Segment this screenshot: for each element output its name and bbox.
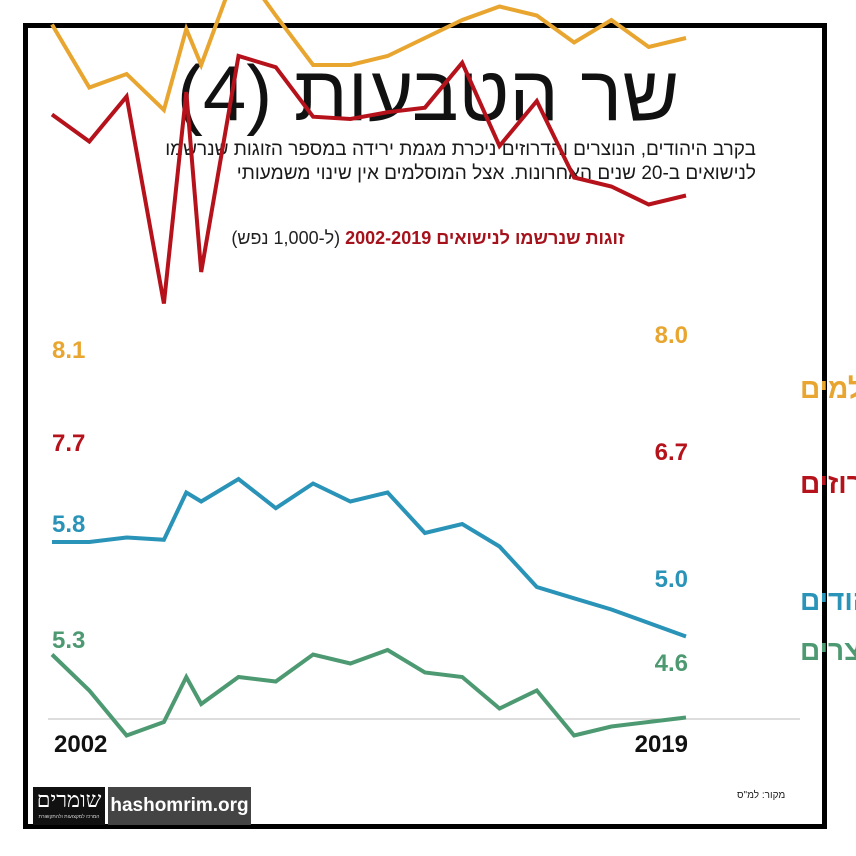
source-note: מקור: למ"ס (737, 790, 786, 801)
series-name-muslims: מוסלמים (800, 373, 856, 404)
shomrim-logo: שומרים המרכז למקצועות ולהתקשורת (33, 787, 105, 825)
series-line-druze (50, 53, 687, 304)
subtitle-line-1: בקרב היהודים, הנוצרים והדרוזים ניכרת מגמ… (165, 139, 756, 160)
subtitle-line-2: לנישואים ב-20 שנים האחרונות. אצל המוסלמי… (236, 163, 756, 184)
logo-text: שומרים (36, 788, 102, 813)
series-name-druze: דרוזים (800, 468, 856, 499)
end-label-jews: 5.0 (655, 566, 688, 593)
series-name-christians: נוצרים (800, 635, 856, 666)
chart-title-main: זוגות שנרשמו לנישואים 2002-2019 (345, 228, 625, 248)
series-line-christians (50, 647, 687, 738)
end-label-christians: 4.6 (655, 650, 688, 677)
start-label-druze: 7.7 (52, 430, 85, 457)
chart-title: זוגות שנרשמו לנישואים 2002-2019 (ל-1,000… (0, 228, 856, 249)
poster-frame (23, 23, 827, 829)
x-tick-label-2002: 2002 (54, 731, 107, 758)
end-label-muslims: 8.0 (655, 322, 688, 349)
series-line-jews (52, 476, 687, 639)
end-label-druze: 6.7 (655, 439, 688, 466)
start-label-christians: 5.3 (52, 627, 85, 654)
logo-tagline: המרכז למקצועות ולהתקשורת (38, 814, 100, 820)
series-name-jews: יהודים (800, 585, 856, 616)
chart-title-unit: (ל-1,000 נפש) (231, 228, 341, 248)
series-line-muslims (50, 0, 687, 114)
start-label-muslims: 8.1 (52, 337, 85, 364)
start-label-jews: 5.8 (52, 511, 85, 538)
website-link[interactable]: hashomrim.org (108, 787, 251, 825)
x-tick-label-2019: 2019 (635, 731, 688, 758)
